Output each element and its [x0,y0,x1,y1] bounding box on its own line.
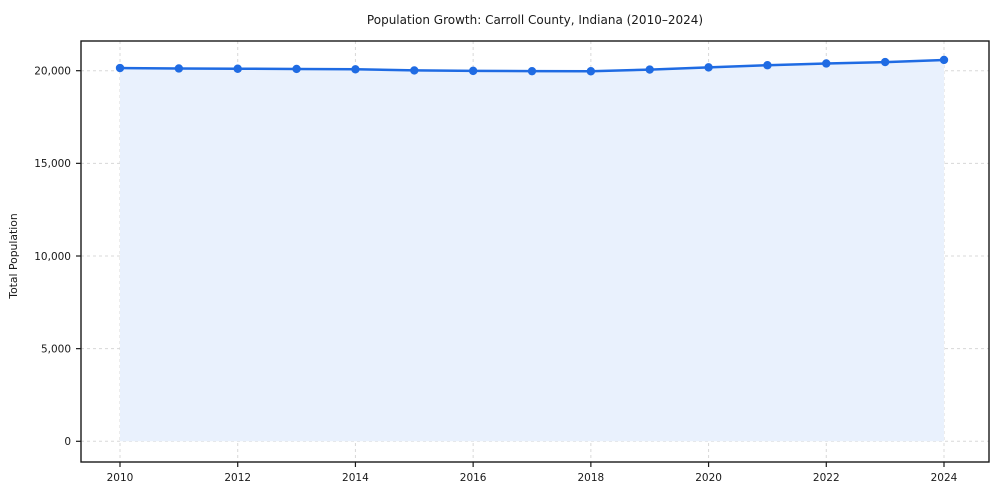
data-point-2016 [468,66,478,76]
data-point-2020 [704,63,713,72]
data-point-2010 [115,63,125,73]
data-point-2021 [763,61,772,70]
x-tick-label: 2016 [460,472,487,484]
x-tick-label: 2014 [342,472,369,484]
data-point-2014 [351,65,360,74]
data-point-2019 [645,65,654,74]
plot-border [80,40,990,463]
x-tick-label: 2022 [813,472,840,484]
chart-title: Population Growth: Carroll County, India… [367,13,703,27]
data-point-2024 [939,55,949,65]
data-point-2015 [410,66,419,75]
data-point-2012 [233,64,242,73]
x-tick-label: 2010 [107,472,134,484]
data-point-2022 [822,59,831,68]
x-tick-label: 2018 [577,472,604,484]
x-tick-label: 2012 [224,472,251,484]
data-point-2011 [174,64,184,73]
y-tick-label: 15,000 [34,158,71,170]
x-tick-label: 2024 [931,472,958,484]
y-tick-label: 20,000 [34,66,71,78]
area-fill [120,59,944,442]
data-point-2023 [880,57,890,67]
x-tick-label: 2020 [695,472,722,484]
y-axis-label: Total Population [7,213,20,299]
y-tick-label: 0 [64,436,71,448]
data-point-2017 [527,66,537,76]
y-tick-label: 10,000 [34,251,71,263]
y-tick-label: 5,000 [41,343,71,355]
data-point-2018 [586,67,596,76]
data-point-2013 [292,64,301,74]
